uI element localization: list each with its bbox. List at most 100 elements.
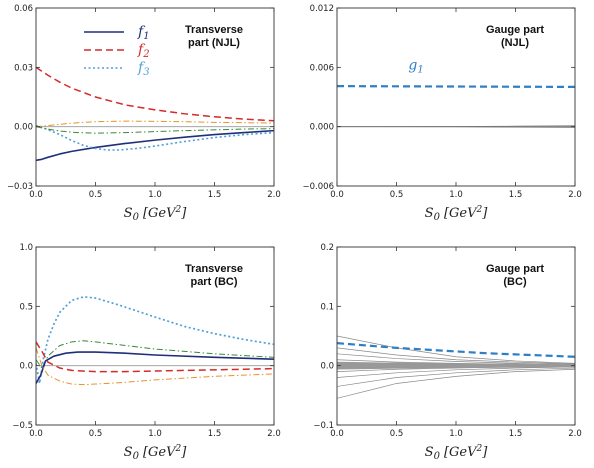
series-group xyxy=(337,335,575,399)
x-tick-label: 1.0 xyxy=(148,429,162,439)
y-tick-label: −0.1 xyxy=(313,421,334,431)
x-tick-label: 0.0 xyxy=(330,429,344,439)
x-axis-label-unit: [GeV xyxy=(143,206,177,221)
legend-label: f2 xyxy=(137,42,150,60)
x-tick-label: 0.5 xyxy=(89,429,103,439)
x-axis-label-subscript: 0 xyxy=(133,212,140,223)
chart-panel-3: 0.0 0.5 1.0 1.5 2.0−0.50.00.51.0S0 [GeV2]Tran… xyxy=(12,243,280,462)
x-axis-label-close: ] xyxy=(180,206,187,221)
series-line-1 xyxy=(337,85,575,89)
x-axis-label: S0 [GeV2] xyxy=(124,444,188,462)
annotation-main: g xyxy=(408,57,417,73)
y-tick-label: 1.0 xyxy=(19,243,33,253)
x-axis-label-subscript: 0 xyxy=(434,212,441,223)
series-line-3 xyxy=(36,124,274,151)
legend-label-subscript: 3 xyxy=(143,67,149,78)
x-tick-label: 0.5 xyxy=(390,429,404,439)
x-axis-label: S0 [GeV2] xyxy=(124,205,188,223)
x-tick-label: 0.5 xyxy=(89,190,103,200)
y-tick-label: 0.06 xyxy=(14,4,33,14)
series-group xyxy=(36,66,274,162)
series-line-10 xyxy=(337,368,575,399)
x-axis-label-superscript: 2 xyxy=(476,444,483,454)
x-axis-label-main: S xyxy=(124,445,133,460)
x-axis-label-main: S xyxy=(124,206,133,221)
panel-title-line-1: Gauge part xyxy=(486,263,544,275)
panel-title-line-2: (NJL) xyxy=(501,37,529,49)
x-tick-label: 1.5 xyxy=(208,429,222,439)
series-line-9 xyxy=(337,367,575,387)
panel-title-line-1: Gauge part xyxy=(486,24,544,36)
x-axis-label-unit: [GeV xyxy=(444,206,478,221)
panel-title-line-2: part (BC) xyxy=(190,276,237,288)
y-tick-label: −0.03 xyxy=(7,182,33,192)
x-tick-label: 1.0 xyxy=(449,429,463,439)
panel-title-line-1: Transverse xyxy=(185,263,243,275)
y-tick-label: 0.000 xyxy=(310,123,334,133)
x-axis-label-unit: [GeV xyxy=(444,445,478,460)
x-tick-label: 1.5 xyxy=(509,429,523,439)
y-tick-label: 0.00 xyxy=(14,123,33,133)
series-annotation: g1 xyxy=(408,57,423,75)
y-tick-label: 0.0 xyxy=(320,362,334,372)
panel-title-line-1: Transverse xyxy=(185,24,243,36)
series-line-3 xyxy=(36,351,274,384)
x-axis-label-main: S xyxy=(425,206,434,221)
y-tick-label: 0.2 xyxy=(320,243,334,253)
legend-label-main: f xyxy=(137,24,146,40)
x-axis-label-close: ] xyxy=(481,206,488,221)
x-tick-label: 2.0 xyxy=(267,190,281,200)
series-group xyxy=(36,295,274,386)
panel-title-line-2: (BC) xyxy=(503,276,527,288)
legend-label: f1 xyxy=(137,24,150,42)
y-tick-label: 0.1 xyxy=(320,302,334,312)
series-line-2 xyxy=(36,340,274,369)
x-axis-label-close: ] xyxy=(481,445,488,460)
x-tick-label: 0.5 xyxy=(390,190,404,200)
series-line-14 xyxy=(337,342,575,358)
chart-panel-2: 0.0 0.5 1.0 1.5 2.0 −0.006 0.000 0.006 0.012 S0 [G… xyxy=(303,4,582,223)
x-axis-label-unit: [GeV xyxy=(143,445,177,460)
series-line-2 xyxy=(36,66,274,122)
legend-label-subscript: 1 xyxy=(143,31,149,42)
x-tick-label: 1.5 xyxy=(208,190,222,200)
x-tick-label: 1.0 xyxy=(449,190,463,200)
series-line-4 xyxy=(36,120,274,128)
x-axis-label: S0 [GeV2] xyxy=(425,444,489,462)
y-tick-label: 0.5 xyxy=(19,302,33,312)
series-line-1 xyxy=(36,295,274,385)
x-axis-label-main: S xyxy=(425,445,434,460)
x-tick-label: 2.0 xyxy=(568,429,582,439)
x-axis-label-superscript: 2 xyxy=(476,205,483,215)
y-tick-label: 0.03 xyxy=(14,63,33,73)
x-axis-label: S0 [GeV2] xyxy=(425,205,489,223)
legend-label-main: f xyxy=(137,42,146,58)
y-tick-label: 0.0 xyxy=(19,362,33,372)
series-line-4 xyxy=(36,341,274,373)
x-tick-label: 1.0 xyxy=(148,190,162,200)
x-tick-label: 0.0 xyxy=(29,429,43,439)
series-group xyxy=(337,85,575,128)
y-tick-label: 0.006 xyxy=(310,63,334,73)
series-line-1 xyxy=(36,129,274,162)
legend-label: f3 xyxy=(137,60,150,78)
x-tick-label: 2.0 xyxy=(267,429,281,439)
x-tick-label: 0.0 xyxy=(29,190,43,200)
annotation-subscript: 1 xyxy=(417,64,423,75)
panel-title-line-2: part (NJL) xyxy=(188,37,240,49)
x-tick-label: 1.5 xyxy=(509,190,523,200)
series-line-5 xyxy=(36,347,274,386)
x-axis-label-close: ] xyxy=(180,445,187,460)
legend-label-main: f xyxy=(137,60,146,76)
legend-label-subscript: 2 xyxy=(142,49,149,60)
x-axis-label-superscript: 2 xyxy=(175,444,182,454)
y-tick-label: −0.006 xyxy=(303,182,334,192)
y-tick-label: −0.5 xyxy=(12,421,33,431)
x-tick-label: 0.0 xyxy=(330,190,344,200)
series-line-2 xyxy=(337,347,575,365)
x-axis-label-superscript: 2 xyxy=(175,205,182,215)
y-tick-label: 0.012 xyxy=(310,4,334,14)
